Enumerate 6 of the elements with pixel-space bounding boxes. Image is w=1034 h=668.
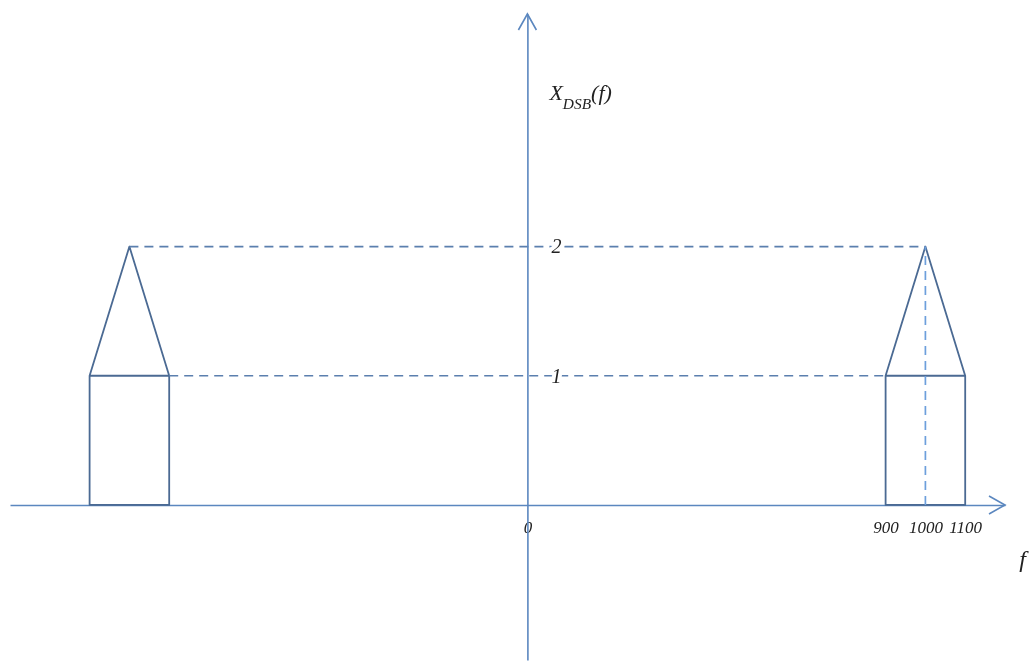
x-tick-label: 1100 — [949, 518, 983, 538]
y-axis-title: X$_{DSB}$(f) — [548, 80, 612, 112]
x-axis-title: f — [1019, 545, 1030, 572]
x-tick-label: 1000 — [908, 518, 944, 538]
x-tick-label: 900 — [873, 518, 900, 538]
y-tick-label: 1 — [551, 364, 562, 387]
